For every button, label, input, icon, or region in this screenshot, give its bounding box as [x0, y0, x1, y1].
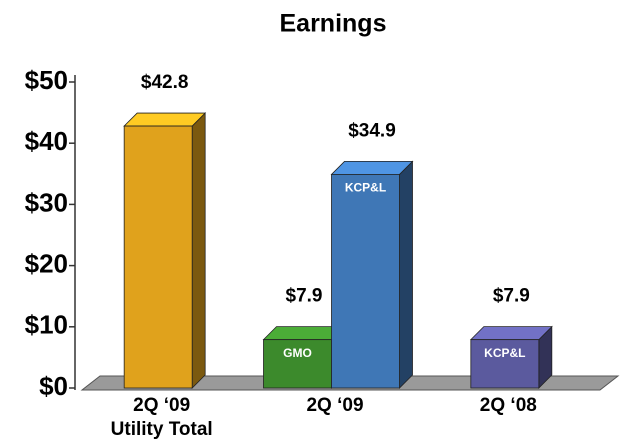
value-label: $42.8	[141, 72, 189, 93]
bar	[263, 339, 332, 389]
bar	[331, 174, 400, 389]
x-tick-label: 2Q ‘09	[133, 395, 190, 416]
value-label: $34.9	[348, 120, 396, 141]
y-tick-label: $40	[25, 126, 68, 156]
y-tick-label: $50	[25, 65, 68, 95]
bar-top	[469, 326, 553, 341]
value-label: $7.9	[493, 286, 530, 307]
y-tick-label: $30	[25, 187, 68, 217]
y-tick-label: $10	[25, 310, 68, 340]
bar-side	[191, 112, 206, 389]
bar-label: KCP&L	[484, 346, 525, 360]
y-tick-label: $0	[39, 371, 68, 401]
x-tick-label: Utility Total	[111, 419, 213, 440]
bar-top	[123, 112, 207, 127]
bar-label: GMO	[283, 346, 312, 360]
bar-label: KCP&L	[345, 181, 386, 195]
chart-title: Earnings	[280, 10, 387, 38]
value-label: $7.9	[286, 286, 323, 307]
x-tick-label: 2Q ‘09	[306, 395, 363, 416]
bar-side	[399, 160, 413, 389]
y-tick-label: $20	[25, 248, 68, 278]
x-tick-label: 2Q ‘08	[480, 395, 537, 416]
bar	[470, 339, 540, 389]
bar	[123, 125, 193, 389]
bar-top	[330, 161, 414, 175]
